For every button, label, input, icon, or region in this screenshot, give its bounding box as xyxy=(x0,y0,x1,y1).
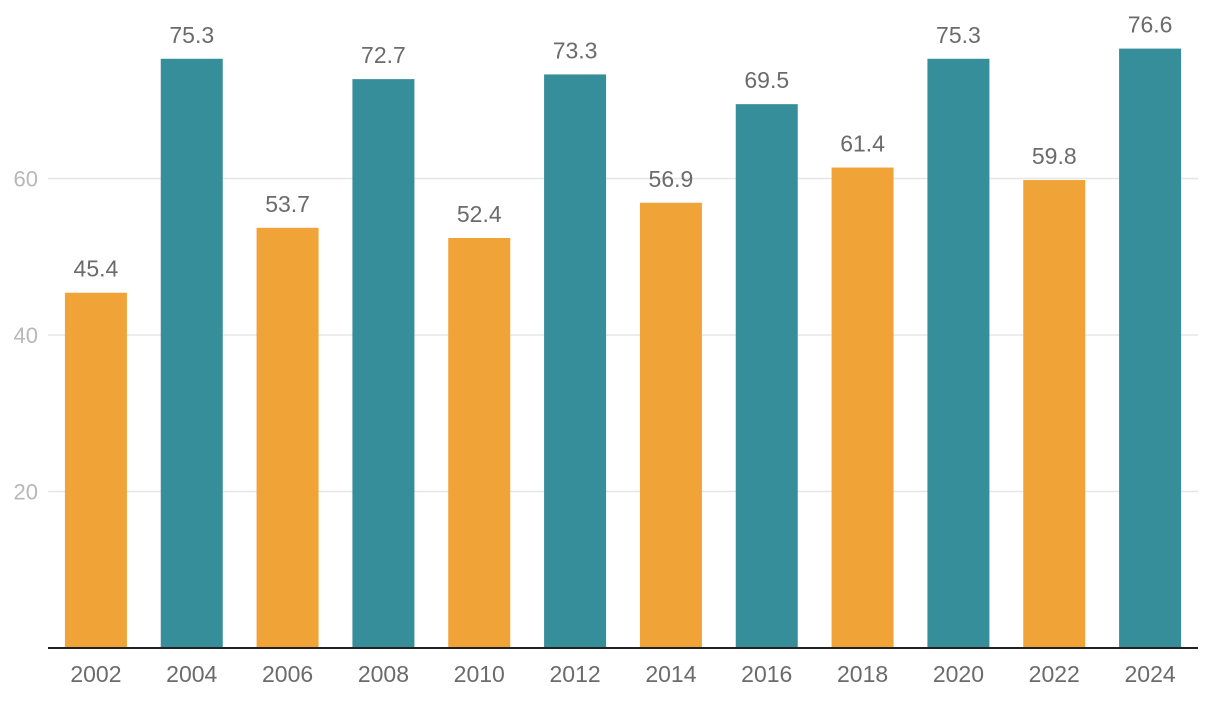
bar-2016 xyxy=(735,104,798,649)
x-tick-label-2014: 2014 xyxy=(645,661,696,687)
bar-2004 xyxy=(160,58,223,648)
bar-2018 xyxy=(831,167,894,649)
x-tick-label-2020: 2020 xyxy=(933,661,984,687)
data-label-2020: 75.3 xyxy=(936,22,981,48)
x-tick-label-2018: 2018 xyxy=(837,661,888,687)
bars xyxy=(64,48,1182,649)
bar-2012 xyxy=(544,74,607,649)
y-axis-tick-labels: 20 40 60 xyxy=(14,167,38,505)
bar-2002 xyxy=(64,292,127,648)
bar-2024 xyxy=(1119,48,1182,649)
data-label-2006: 53.7 xyxy=(265,191,310,217)
data-label-2016: 69.5 xyxy=(744,67,789,93)
data-label-2010: 52.4 xyxy=(457,201,502,227)
x-tick-label-2004: 2004 xyxy=(166,661,217,687)
bar-2006 xyxy=(256,227,319,649)
data-label-2008: 72.7 xyxy=(361,42,406,68)
data-label-2002: 45.4 xyxy=(74,256,119,282)
bar-2010 xyxy=(448,237,511,648)
data-labels: 45.4 75.3 53.7 72.7 52.4 73.3 56.9 69.5 61.4 75.3… xyxy=(74,12,1173,282)
bar-2020 xyxy=(927,58,990,648)
y-tick-label: 40 xyxy=(14,323,38,348)
data-label-2024: 76.6 xyxy=(1128,12,1173,38)
data-label-2012: 73.3 xyxy=(553,37,598,63)
bar-2014 xyxy=(639,202,702,648)
x-tick-label-2008: 2008 xyxy=(358,661,409,687)
x-tick-label-2002: 2002 xyxy=(70,661,121,687)
bar-2008 xyxy=(352,79,415,648)
x-tick-label-2010: 2010 xyxy=(454,661,505,687)
y-tick-label: 60 xyxy=(14,167,38,192)
x-tick-label-2016: 2016 xyxy=(741,661,792,687)
y-tick-label: 20 xyxy=(14,480,38,505)
data-label-2014: 56.9 xyxy=(649,166,694,192)
data-label-2018: 61.4 xyxy=(840,131,885,157)
data-label-2004: 75.3 xyxy=(169,22,214,48)
data-label-2022: 59.8 xyxy=(1032,143,1077,169)
x-axis-tick-labels: 2002 2004 2006 2008 2010 2012 2014 2016 2018 2020… xyxy=(70,661,1176,687)
x-tick-label-2006: 2006 xyxy=(262,661,313,687)
bar-2022 xyxy=(1023,180,1086,648)
x-tick-label-2022: 2022 xyxy=(1029,661,1080,687)
x-tick-label-2024: 2024 xyxy=(1124,661,1175,687)
x-tick-label-2012: 2012 xyxy=(549,661,600,687)
gridlines xyxy=(48,177,1198,493)
